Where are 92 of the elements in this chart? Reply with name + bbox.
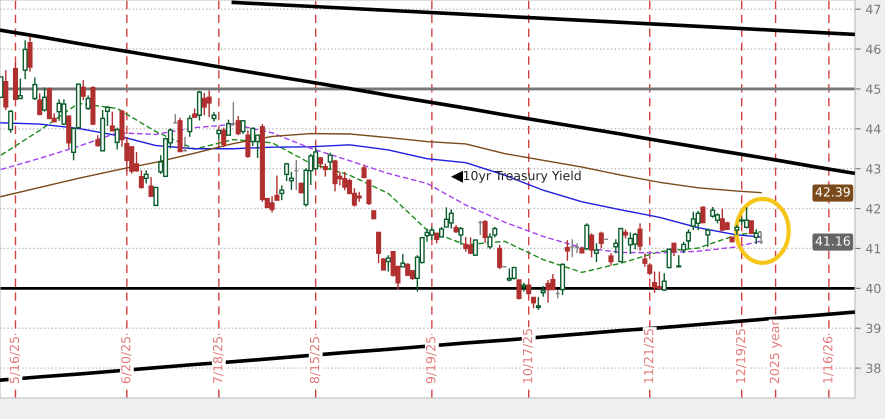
candlestick: [676, 254, 682, 268]
candlestick: [458, 226, 464, 246]
candlestick: [705, 228, 710, 248]
candlestick: [42, 86, 48, 112]
candlestick: [686, 228, 691, 250]
candlestick: [187, 114, 192, 138]
candlestick: [240, 119, 246, 135]
candlestick: [279, 184, 284, 201]
candlestick: [589, 232, 594, 258]
candlestick: [734, 224, 740, 236]
y-tick-label: 43: [866, 164, 880, 174]
y-tick-label: 45: [866, 84, 880, 94]
y-tick-label: 47: [866, 4, 880, 14]
x-tick-label: 1/16/26: [823, 336, 834, 383]
candlestick: [8, 109, 14, 134]
annotation: 42.39: [816, 187, 850, 197]
y-tick-label: 46: [866, 44, 881, 54]
candlestick: [153, 186, 158, 207]
candlestick: [114, 126, 120, 150]
candlestick: [18, 78, 23, 100]
candlestick: [80, 79, 86, 101]
candlestick: [584, 222, 590, 251]
candlestick: [662, 272, 667, 292]
candlestick: [22, 40, 28, 80]
y-tick-label: 41: [866, 244, 880, 254]
candlestick: [298, 182, 304, 194]
candlestick: [294, 159, 299, 191]
candlestick: [754, 228, 759, 245]
candlestick: [570, 238, 575, 258]
candlestick: [95, 134, 100, 148]
y-tick-label: 39: [866, 324, 880, 334]
candlestick: [608, 252, 614, 266]
candlestick: [182, 136, 188, 152]
candlestick: [328, 152, 333, 171]
candlestick: [221, 126, 226, 148]
candlestick: [622, 228, 628, 240]
y-tick-label: 38: [866, 364, 880, 374]
x-tick-label: 11/21/25: [644, 329, 654, 383]
candlestick: [574, 242, 580, 254]
candlestick: [236, 115, 241, 136]
candlestick: [594, 242, 599, 263]
candlestick: [226, 118, 232, 136]
x-tick-label: 5/16/25: [10, 337, 20, 384]
candlestick: [540, 285, 546, 298]
candlestick: [564, 239, 570, 262]
candlestick: [638, 222, 643, 252]
candlestick: [536, 296, 541, 311]
candlestick: [748, 220, 754, 235]
x-tick-label: 7/18/25: [213, 337, 224, 384]
candlestick: [598, 231, 604, 250]
candlestick: [211, 111, 217, 122]
candlestick: [386, 254, 391, 272]
candlestick: [666, 248, 672, 270]
candlestick: [216, 128, 222, 140]
candlestick: [434, 232, 440, 244]
x-tick-label: 10/17/25: [522, 329, 534, 383]
candlestick: [37, 92, 42, 116]
candlestick: [110, 110, 115, 132]
candlestick: [516, 278, 522, 300]
y-tick-label: 42: [866, 204, 880, 214]
candlestick: [362, 164, 367, 179]
candlestick: [700, 205, 706, 224]
candlestick: [366, 178, 372, 206]
x-tick-label: 8/15/25: [310, 337, 320, 384]
candlestick: [482, 219, 488, 244]
candlestick: [671, 242, 676, 257]
candlestick: [148, 176, 154, 198]
annotation: 41.16: [816, 236, 850, 246]
candlestick: [245, 130, 250, 159]
line-series: [0, 132, 762, 198]
candlestick: [530, 296, 536, 309]
candlestick: [758, 231, 764, 245]
candlestick: [196, 90, 202, 122]
x-tick-label: 2025 year: [770, 320, 782, 384]
candlestick: [497, 244, 502, 270]
y-tick-label: 44: [866, 124, 881, 134]
candlestick: [400, 253, 406, 268]
x-tick-label: 6/20/25: [121, 337, 132, 384]
x-tick-label: 9/19/25: [426, 337, 436, 384]
candlestick: [681, 240, 686, 254]
candlestick: [86, 94, 91, 111]
y-tick-label: 40: [866, 284, 880, 294]
line-series: [0, 310, 855, 382]
candlestick: [371, 209, 376, 220]
line-series: [232, 0, 855, 36]
x-tick-label: 12/19/25: [736, 329, 746, 383]
candlestick: [172, 113, 178, 124]
line-series: [0, 102, 762, 274]
candlestick: [230, 101, 236, 127]
candlestick: [32, 76, 38, 101]
candlestick: [104, 105, 110, 127]
candlestick: [144, 170, 149, 184]
